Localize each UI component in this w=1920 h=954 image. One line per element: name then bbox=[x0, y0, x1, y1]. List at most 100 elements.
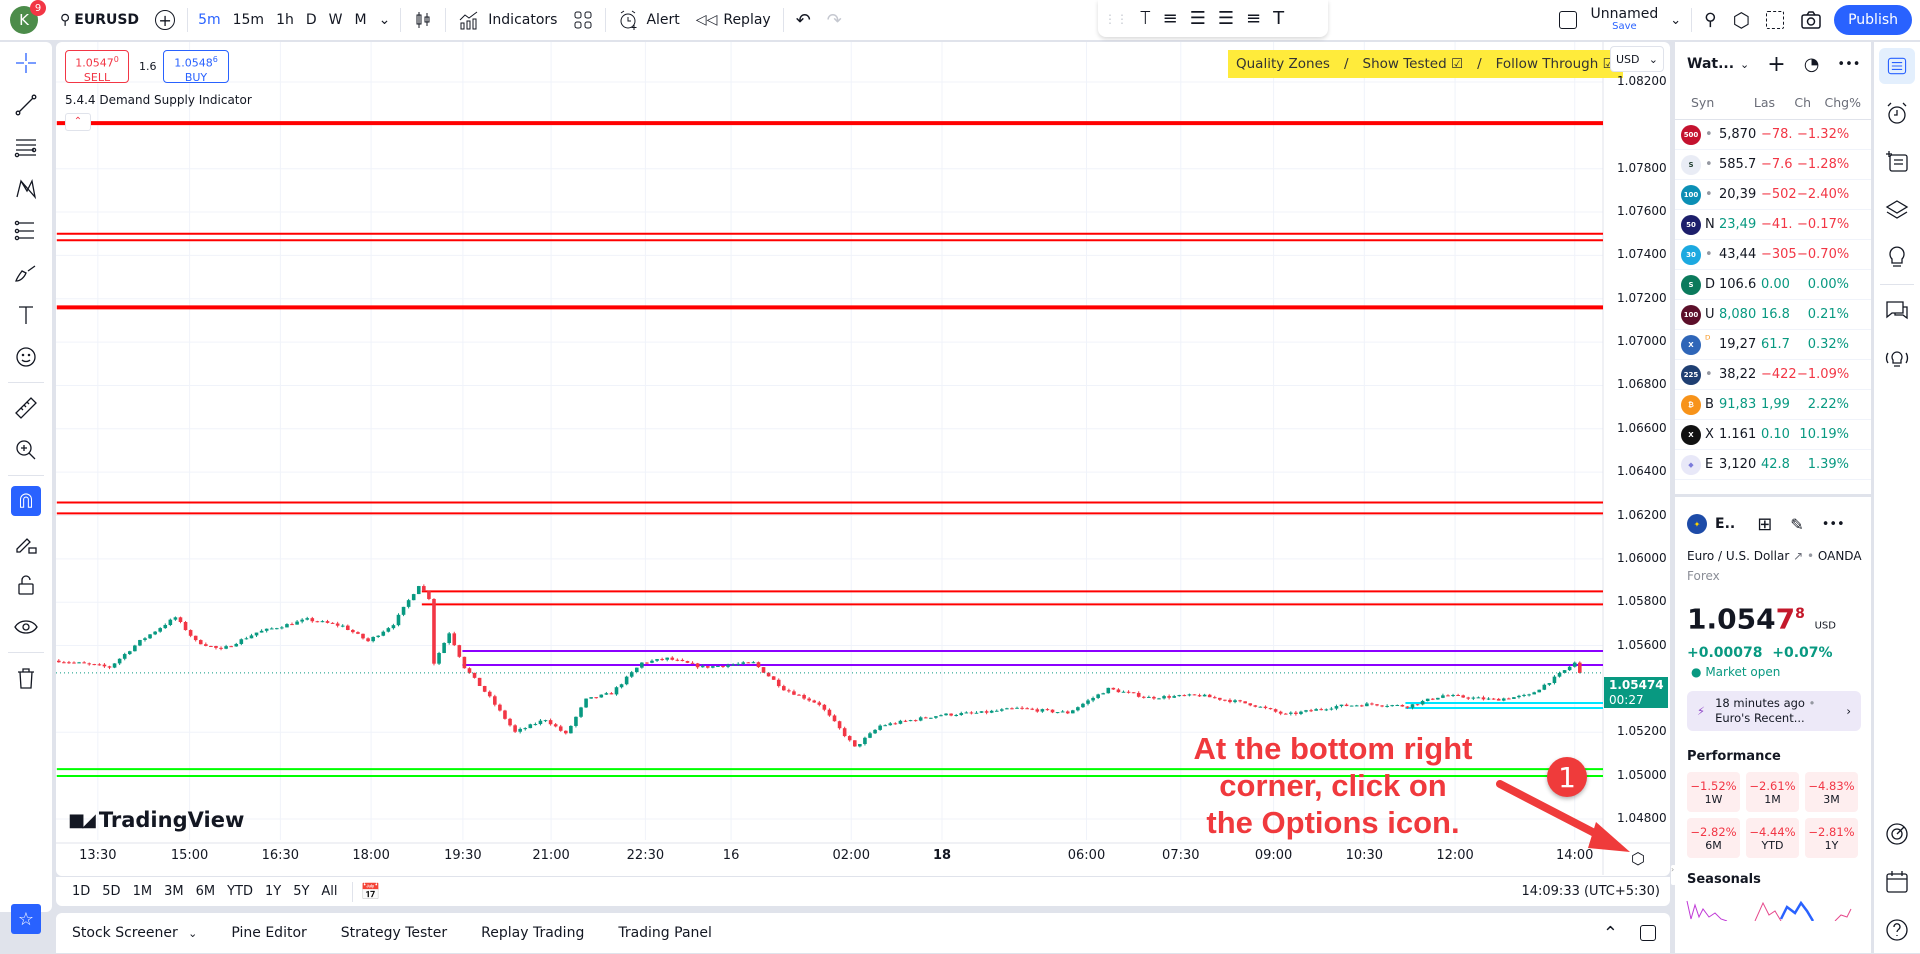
alert-button[interactable]: Alert bbox=[610, 0, 687, 40]
layout-name-button[interactable]: Unnamed Save bbox=[1585, 7, 1665, 32]
text-tool-icon[interactable]: T bbox=[1273, 8, 1285, 29]
range-1y[interactable]: 1Y bbox=[264, 884, 282, 899]
layers-toggle[interactable] bbox=[1874, 186, 1920, 234]
col-change[interactable]: Ch bbox=[1794, 95, 1811, 110]
range-5y[interactable]: 5Y bbox=[293, 884, 310, 899]
range-ytd[interactable]: YTD bbox=[227, 884, 253, 899]
collapse-sidebar-handle[interactable]: › bbox=[1671, 865, 1676, 885]
snapshot-button[interactable] bbox=[1792, 0, 1830, 40]
tab-pine-editor[interactable]: Pine Editor bbox=[231, 925, 307, 941]
range-3m[interactable]: 3M bbox=[164, 884, 184, 899]
lock-all-tool[interactable] bbox=[0, 564, 52, 606]
goto-date-icon[interactable]: 📅 bbox=[360, 882, 381, 901]
more-icon[interactable]: ••• bbox=[1821, 516, 1845, 532]
watchlist-row[interactable]: X X 1.161 0.10 10.19% bbox=[1675, 420, 1871, 450]
help-button[interactable] bbox=[1874, 906, 1920, 954]
more-icon[interactable]: ••• bbox=[1837, 56, 1861, 72]
clock[interactable]: 14:09:33 (UTC+5:30) bbox=[1521, 884, 1660, 899]
tab-trading-panel[interactable]: Trading Panel bbox=[618, 925, 712, 941]
sell-button[interactable]: 1.05470 SELL bbox=[65, 50, 129, 84]
watchlist-row[interactable]: 500 • 5,870 −78. −1.32% bbox=[1675, 120, 1871, 150]
settings-button[interactable]: ⬡ bbox=[1725, 0, 1758, 40]
chart-options-button[interactable]: ⬡ bbox=[1628, 848, 1648, 868]
tf-15m[interactable]: 15m bbox=[232, 12, 265, 28]
measure-tool[interactable] bbox=[0, 387, 52, 429]
tf-w[interactable]: W bbox=[328, 12, 343, 28]
pitchfork-tool-icon[interactable]: ≡ bbox=[1162, 8, 1178, 29]
trend-line-tool[interactable] bbox=[0, 84, 52, 126]
watchlist-row[interactable]: S D 106.6 0.00 0.00% bbox=[1675, 270, 1871, 300]
col-last[interactable]: Las bbox=[1753, 95, 1775, 110]
save-link[interactable]: Save bbox=[1612, 21, 1637, 33]
performance-cell[interactable]: −1.52% 1W bbox=[1687, 772, 1740, 813]
emoji-tool[interactable] bbox=[0, 336, 52, 378]
watchlist-row[interactable]: ₿ B 91,83 1,99 2.22% bbox=[1675, 390, 1871, 420]
currency-select[interactable]: USD ⌄ bbox=[1610, 46, 1664, 72]
layout-toggle[interactable] bbox=[1551, 0, 1585, 40]
col-change-pct[interactable]: Chg% bbox=[1824, 95, 1861, 110]
watchlist-row[interactable]: 50 N 23,49 −41. −0.17% bbox=[1675, 210, 1871, 240]
chevron-up-icon[interactable]: ⌃ bbox=[1602, 922, 1618, 944]
watchlist-row[interactable]: 30 • 43,44 −305 −0.70% bbox=[1675, 240, 1871, 270]
tf-1h[interactable]: 1h bbox=[276, 12, 294, 28]
col-symbol[interactable]: Syn bbox=[1691, 95, 1715, 110]
forecast-tool[interactable] bbox=[0, 210, 52, 252]
performance-cell[interactable]: −2.82% 6M bbox=[1687, 818, 1740, 859]
maximize-panel-icon[interactable] bbox=[1640, 925, 1656, 941]
publish-button[interactable]: Publish bbox=[1834, 5, 1912, 35]
tab-stock-screener[interactable]: Stock Screener ⌄ bbox=[72, 925, 197, 941]
range-1m[interactable]: 1M bbox=[132, 884, 153, 899]
chart-pane[interactable] bbox=[56, 42, 1670, 876]
fullscreen-button[interactable] bbox=[1758, 0, 1792, 40]
watchlist-row[interactable]: 225 • 38,22 −422 −1.09% bbox=[1675, 360, 1871, 390]
ideas-toggle[interactable] bbox=[1874, 234, 1920, 282]
news-card[interactable]: ⚡ 18 minutes ago • Euro's Recent... › bbox=[1687, 691, 1861, 732]
magnet-tool[interactable] bbox=[0, 480, 52, 522]
object-tree-toggle[interactable] bbox=[1874, 138, 1920, 186]
fib-retracement-tool-icon[interactable]: ☰ bbox=[1189, 8, 1206, 29]
avatar[interactable]: K 9 bbox=[10, 0, 46, 34]
range-6m[interactable]: 6M bbox=[195, 884, 216, 899]
watchlist-row[interactable]: X ᴰ 19,27 61.7 0.32% bbox=[1675, 330, 1871, 360]
watchlist-title[interactable]: Wat... bbox=[1687, 56, 1735, 72]
chevron-down-icon[interactable]: ⌄ bbox=[1740, 57, 1750, 71]
indicator-legend[interactable]: 5.4.4 Demand Supply Indicator bbox=[65, 93, 252, 107]
chevron-down-icon[interactable]: ⌄ bbox=[378, 12, 391, 28]
watchlist-row[interactable]: S • 585.7 −7.6 −1.28% bbox=[1675, 150, 1871, 180]
tab-replay-trading[interactable]: Replay Trading bbox=[481, 925, 585, 941]
external-link-icon[interactable]: ↗ bbox=[1793, 549, 1804, 563]
indicators-button[interactable]: Indicators bbox=[450, 0, 565, 40]
symbol-full-name[interactable]: Euro / U.S. Dollar bbox=[1687, 549, 1790, 563]
drag-handle-icon[interactable]: ⋮⋮ bbox=[1104, 11, 1128, 26]
price-range-tool-icon[interactable]: ⟙ bbox=[1140, 8, 1151, 29]
screener-toggle[interactable] bbox=[1874, 810, 1920, 858]
watchlist-toggle[interactable] bbox=[1874, 42, 1920, 90]
performance-cell[interactable]: −4.44% YTD bbox=[1746, 818, 1799, 859]
buy-button[interactable]: 1.05486 BUY bbox=[163, 50, 229, 84]
crosshair-tool[interactable] bbox=[0, 42, 52, 84]
tf-m[interactable]: M bbox=[354, 12, 367, 28]
pie-chart-icon[interactable]: ◔ bbox=[1803, 53, 1820, 75]
performance-cell[interactable]: −4.83% 3M bbox=[1805, 772, 1858, 813]
performance-cell[interactable]: −2.61% 1M bbox=[1746, 772, 1799, 813]
tf-d[interactable]: D bbox=[305, 12, 317, 28]
compare-button[interactable]: + bbox=[147, 0, 183, 40]
symbol-short[interactable]: E.. bbox=[1715, 516, 1736, 532]
range-5d[interactable]: 5D bbox=[102, 884, 121, 899]
templates-button[interactable] bbox=[565, 0, 601, 40]
horizontal-lines-tool[interactable] bbox=[0, 126, 52, 168]
streams-toggle[interactable] bbox=[1874, 335, 1920, 383]
edit-icon[interactable]: ✎ bbox=[1790, 514, 1804, 534]
tab-strategy-tester[interactable]: Strategy Tester bbox=[340, 925, 448, 941]
grid-icon[interactable]: ⊞ bbox=[1757, 513, 1773, 535]
range-all[interactable]: All bbox=[321, 884, 338, 899]
watchlist-row[interactable]: ◆ E 3,120 42.8 1.39% bbox=[1675, 450, 1871, 480]
calendar-toggle[interactable] bbox=[1874, 858, 1920, 906]
chart-type-button[interactable] bbox=[405, 0, 441, 40]
watchlist-favorites-button[interactable]: ☆ bbox=[11, 904, 41, 934]
undo-button[interactable]: ↶ bbox=[788, 0, 819, 40]
quick-search-button[interactable]: ⚲ bbox=[1696, 0, 1724, 40]
brush-tool[interactable] bbox=[0, 252, 52, 294]
lock-drawings-tool[interactable] bbox=[0, 522, 52, 564]
watchlist-row[interactable]: 100 U 8,080 16.8 0.21% bbox=[1675, 300, 1871, 330]
